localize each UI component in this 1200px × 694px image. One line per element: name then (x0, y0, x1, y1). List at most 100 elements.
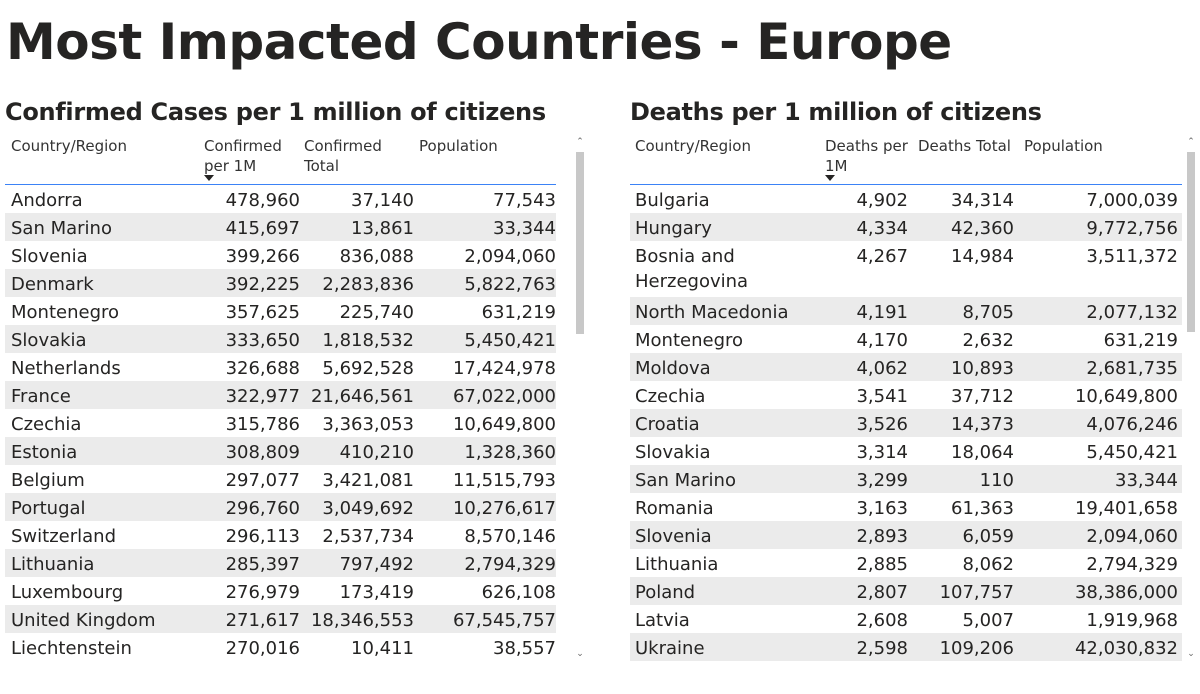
cell-confirmed-total: 37,140 (351, 190, 414, 211)
cell-population: 2,077,132 (1086, 302, 1178, 323)
cell-deaths-per-1m: 4,062 (856, 358, 908, 379)
deaths-title: Deaths per 1 million of citizens (630, 98, 1042, 126)
table-row[interactable]: Latvia 2,608 5,007 1,919,968 (630, 605, 1182, 633)
table-row[interactable]: Czechia 3,541 37,712 10,649,800 (630, 381, 1182, 409)
sort-descending-icon (825, 175, 835, 181)
cell-country: Hungary (635, 218, 712, 239)
table-row[interactable]: Bosnia and Herzegovina 4,267 14,984 3,511,3… (630, 241, 1182, 297)
scroll-down-icon[interactable]: ⌄ (1187, 649, 1195, 659)
table-row[interactable]: Ukraine 2,598 109,206 42,030,832 (630, 633, 1182, 661)
cell-deaths-total: 109,206 (939, 638, 1014, 659)
cell-population: 10,649,800 (1074, 386, 1178, 407)
column-header-confirmed-total[interactable]: Confirmed Total (304, 137, 382, 175)
table-row[interactable]: Slovenia 399,266 836,088 2,094,060 (5, 241, 556, 269)
cell-country: Bulgaria (635, 190, 710, 211)
table-row[interactable]: Luxembourg 276,979 173,419 626,108 (5, 577, 556, 605)
column-header-deaths-per-1m[interactable]: Deaths per 1M (825, 137, 908, 175)
cell-deaths-total: 8,705 (962, 302, 1014, 323)
cell-country: Netherlands (11, 358, 121, 379)
table-row[interactable]: Lithuania 2,885 8,062 2,794,329 (630, 549, 1182, 577)
cell-population: 19,401,658 (1074, 498, 1178, 519)
table-row[interactable]: Slovenia 2,893 6,059 2,094,060 (630, 521, 1182, 549)
cell-deaths-total: 61,363 (951, 498, 1014, 519)
scroll-up-icon[interactable]: ⌃ (1187, 137, 1195, 147)
table-row[interactable]: Slovakia 333,650 1,818,532 5,450,421 (5, 325, 556, 353)
table-body: Bulgaria 4,902 34,314 7,000,039 Hungary 4,334… (630, 185, 1182, 661)
column-header-population[interactable]: Population (1024, 137, 1103, 155)
table-row[interactable]: Portugal 296,760 3,049,692 10,276,617 (5, 493, 556, 521)
table-row[interactable]: Estonia 308,809 410,210 1,328,360 (5, 437, 556, 465)
deaths-visual: Deaths per 1 million of citizens Country… (630, 95, 1196, 685)
table-row[interactable]: San Marino 415,697 13,861 33,344 (5, 213, 556, 241)
cell-population: 631,219 (1103, 330, 1178, 351)
table-row[interactable]: Montenegro 357,625 225,740 631,219 (5, 297, 556, 325)
scroll-up-icon[interactable]: ⌃ (576, 137, 584, 147)
cell-population: 17,424,978 (452, 358, 556, 379)
cell-population: 10,649,800 (452, 414, 556, 435)
table-row[interactable]: Poland 2,807 107,757 38,386,000 (630, 577, 1182, 605)
column-header-deaths-total[interactable]: Deaths Total (918, 137, 1011, 155)
table-row[interactable]: Switzerland 296,113 2,537,734 8,570,146 (5, 521, 556, 549)
table-row[interactable]: Moldova 4,062 10,893 2,681,735 (630, 353, 1182, 381)
deaths-table[interactable]: Country/Region Deaths per 1M Deaths Tota… (630, 134, 1196, 665)
cell-country: North Macedonia (635, 302, 789, 323)
confirmed-cases-title: Confirmed Cases per 1 million of citizen… (5, 98, 546, 126)
column-header-country[interactable]: Country/Region (635, 137, 751, 155)
cell-population: 2,681,735 (1086, 358, 1178, 379)
cell-deaths-per-1m: 3,299 (856, 470, 908, 491)
cell-country: San Marino (635, 470, 736, 491)
sort-descending-icon (204, 175, 214, 181)
table-row[interactable]: Netherlands 326,688 5,692,528 17,424,978 (5, 353, 556, 381)
cell-confirmed-per-1m: 296,113 (225, 526, 300, 547)
cell-confirmed-total: 5,692,528 (322, 358, 414, 379)
table-row[interactable]: San Marino 3,299 110 33,344 (630, 465, 1182, 493)
cell-confirmed-total: 173,419 (339, 582, 414, 603)
cell-deaths-total: 42,360 (951, 218, 1014, 239)
table-row[interactable]: Romania 3,163 61,363 19,401,658 (630, 493, 1182, 521)
cell-population: 1,328,360 (464, 442, 556, 463)
cell-deaths-per-1m: 3,541 (856, 386, 908, 407)
table-row[interactable]: Andorra 478,960 37,140 77,543 (5, 185, 556, 213)
cell-confirmed-total: 21,646,561 (310, 386, 414, 407)
table-row[interactable]: France 322,977 21,646,561 67,022,000 (5, 381, 556, 409)
vertical-scrollbar[interactable]: ⌃ ⌄ (1186, 134, 1196, 659)
table-row[interactable]: United Kingdom 271,617 18,346,553 67,545,75… (5, 605, 556, 633)
cell-confirmed-total: 225,740 (339, 302, 414, 323)
vertical-scrollbar[interactable]: ⌃ ⌄ (575, 134, 585, 659)
confirmed-cases-table[interactable]: Country/Region Confirmed per 1M Confirme… (5, 134, 587, 665)
cell-confirmed-per-1m: 333,650 (225, 330, 300, 351)
scroll-down-icon[interactable]: ⌄ (576, 649, 584, 659)
table-row[interactable]: Liechtenstein 270,016 10,411 38,557 (5, 633, 556, 661)
cell-population: 3,511,372 (1086, 246, 1178, 267)
table-row[interactable]: Bulgaria 4,902 34,314 7,000,039 (630, 185, 1182, 213)
column-header-population[interactable]: Population (419, 137, 498, 155)
cell-confirmed-per-1m: 297,077 (225, 470, 300, 491)
column-header-confirmed-per-1m[interactable]: Confirmed per 1M (204, 137, 282, 175)
table-row[interactable]: Lithuania 285,397 797,492 2,794,329 (5, 549, 556, 577)
scrollbar-thumb[interactable] (576, 152, 584, 334)
cell-population: 626,108 (481, 582, 556, 603)
table-row[interactable]: Montenegro 4,170 2,632 631,219 (630, 325, 1182, 353)
cell-confirmed-per-1m: 276,979 (225, 582, 300, 603)
cell-confirmed-total: 3,049,692 (322, 498, 414, 519)
cell-population: 631,219 (481, 302, 556, 323)
table-row[interactable]: Czechia 315,786 3,363,053 10,649,800 (5, 409, 556, 437)
cell-country: Romania (635, 498, 714, 519)
table-row[interactable]: Croatia 3,526 14,373 4,076,246 (630, 409, 1182, 437)
cell-deaths-total: 5,007 (962, 610, 1014, 631)
table-row[interactable]: Denmark 392,225 2,283,836 5,822,763 (5, 269, 556, 297)
table-row[interactable]: Belgium 297,077 3,421,081 11,515,793 (5, 465, 556, 493)
scrollbar-thumb[interactable] (1187, 152, 1195, 332)
cell-confirmed-per-1m: 270,016 (225, 638, 300, 659)
cell-country: Luxembourg (11, 582, 124, 603)
column-header-country[interactable]: Country/Region (11, 137, 127, 155)
cell-confirmed-total: 3,363,053 (322, 414, 414, 435)
table-body: Andorra 478,960 37,140 77,543 San Marino 415,… (5, 185, 556, 661)
table-row[interactable]: North Macedonia 4,191 8,705 2,077,132 (630, 297, 1182, 325)
cell-confirmed-per-1m: 315,786 (225, 414, 300, 435)
cell-country: Ukraine (635, 638, 705, 659)
table-header: Country/Region Confirmed per 1M Confirme… (5, 134, 556, 185)
table-row[interactable]: Hungary 4,334 42,360 9,772,756 (630, 213, 1182, 241)
cell-country: Slovakia (11, 330, 87, 351)
table-row[interactable]: Slovakia 3,314 18,064 5,450,421 (630, 437, 1182, 465)
